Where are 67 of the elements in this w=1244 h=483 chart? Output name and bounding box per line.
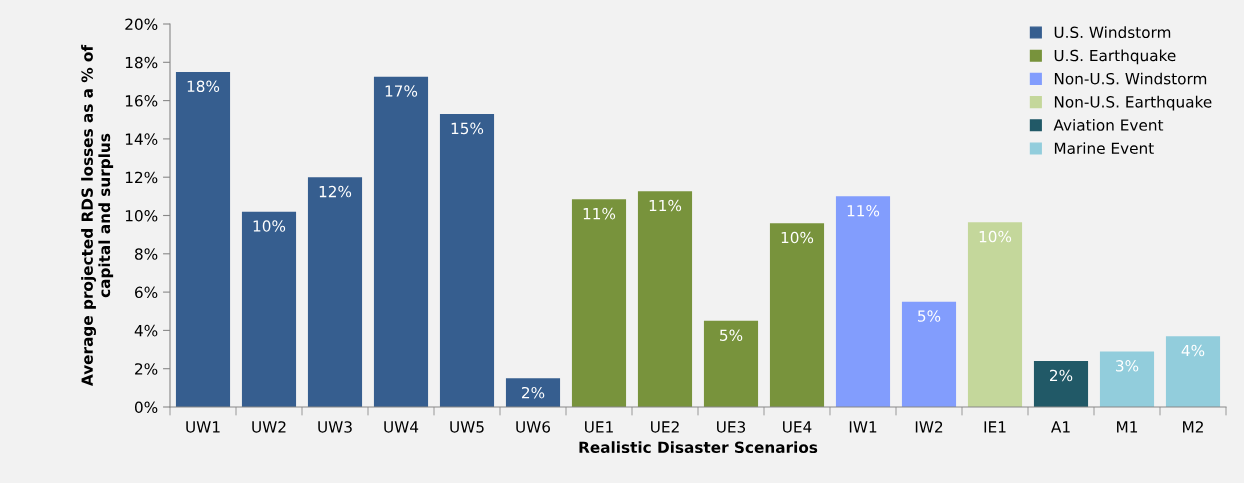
x-tick-label: UE3	[717, 421, 746, 433]
data-label: 2%	[522, 386, 545, 399]
x-tick-label: UW5	[450, 421, 484, 433]
bar	[1165, 336, 1221, 407]
x-tick-label: UW6	[516, 421, 551, 433]
y-tick-label: 2%	[135, 363, 158, 375]
legend-label: U.S. Earthquake	[1054, 49, 1176, 65]
x-tick-label: UW4	[384, 421, 419, 433]
data-label: 10%	[253, 220, 286, 232]
x-tick-label: M1	[1117, 421, 1138, 433]
bar	[175, 71, 231, 407]
legend-label: Aviation Event	[1053, 119, 1164, 131]
y-axis-title: Average projected RDS losses as a % of capital and surplus	[81, 44, 114, 387]
data-label: 2%	[1050, 369, 1073, 382]
data-label: 18%	[187, 80, 220, 93]
x-tick-label: UE1	[585, 421, 613, 433]
bar	[703, 320, 759, 407]
bar	[241, 211, 297, 407]
bar	[1033, 361, 1089, 407]
y-tick-label: 10%	[125, 209, 158, 222]
y-tick-label: 12%	[125, 171, 158, 184]
bar	[373, 76, 429, 407]
legend-label: Non-U.S. Earthquake	[1054, 95, 1212, 111]
data-label: 10%	[979, 230, 1012, 243]
y-tick-label: 18%	[125, 56, 158, 69]
x-tick-label: UW3	[318, 421, 352, 433]
data-label: 3%	[1116, 360, 1139, 372]
bar	[571, 199, 627, 407]
bar	[769, 223, 825, 407]
x-tick-label: UW2	[252, 421, 286, 433]
y-tick-label: 20%	[125, 18, 158, 31]
data-label: 11%	[847, 204, 880, 217]
data-label: 4%	[1181, 344, 1205, 357]
bar	[967, 222, 1023, 407]
y-tick-label: 14%	[125, 133, 158, 145]
data-label: 11%	[649, 199, 682, 212]
bar	[835, 196, 891, 407]
data-label: 10%	[781, 231, 814, 244]
y-tick-label: 6%	[135, 286, 158, 299]
x-axis-title: Realistic Disaster Scenarios	[579, 441, 818, 454]
bar	[901, 301, 957, 407]
x-tick-label: IE1	[984, 421, 1006, 433]
data-label: 15%	[451, 122, 484, 135]
data-label: 11%	[583, 207, 616, 220]
data-label: 12%	[319, 185, 352, 198]
y-tick-label: 4%	[134, 324, 158, 337]
x-tick-label: IW2	[915, 421, 943, 433]
legend-label: Marine Event	[1054, 142, 1154, 155]
x-tick-label: A1	[1051, 421, 1070, 433]
x-tick-label: UE2	[651, 421, 679, 433]
y-tick-label: 8%	[134, 248, 158, 260]
x-tick-label: UW1	[186, 421, 220, 433]
x-tick-label: UE4	[783, 421, 812, 433]
x-tick-label: IW1	[849, 421, 877, 433]
bar	[307, 177, 363, 407]
data-label: 17%	[385, 85, 418, 97]
bar	[505, 378, 561, 407]
x-tick-label: M2	[1183, 421, 1203, 433]
data-label: 5%	[918, 310, 941, 322]
legend-label: U.S. Windstorm	[1054, 26, 1171, 39]
data-label: 5%	[720, 329, 743, 341]
bar	[439, 114, 495, 407]
bar	[637, 191, 693, 407]
bar	[1099, 351, 1155, 407]
y-tick-label: 16%	[125, 95, 158, 107]
y-tick-label: 0%	[134, 401, 158, 414]
legend-label: Non-U.S. Windstorm	[1054, 72, 1207, 85]
